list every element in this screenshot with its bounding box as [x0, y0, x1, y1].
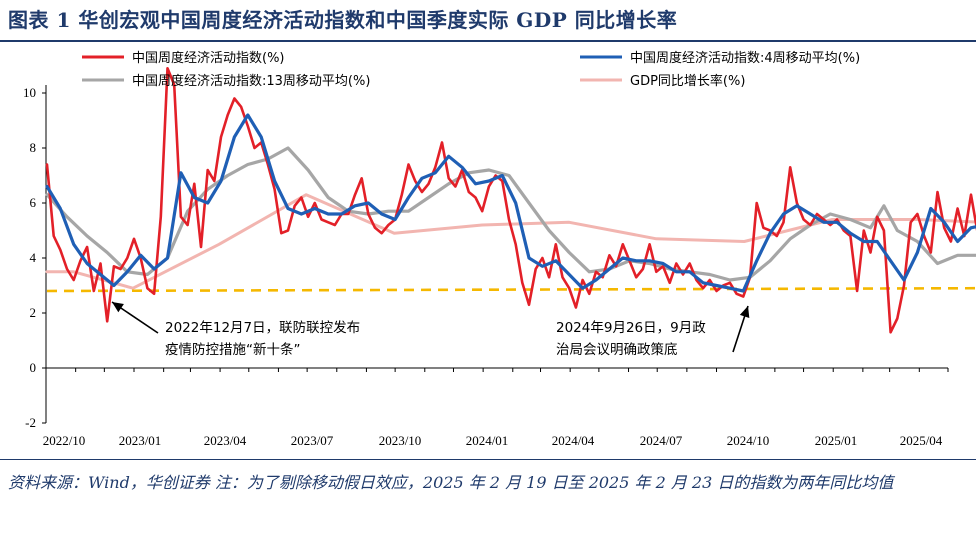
annotation-arrow-head — [112, 302, 124, 313]
x-tick-label: 2025/04 — [900, 433, 943, 448]
weekly-index-line — [45, 67, 976, 334]
legend-4wk-ma: 中国周度经济活动指数:4周移动平均(%) — [580, 50, 860, 66]
y-tick-label: 10 — [23, 85, 36, 100]
y-tick-label: 4 — [30, 250, 37, 265]
axes-group: -2 0 2 4 6 8 10 2022/10 2023/01 2023/04 2023/07 202… — [23, 85, 949, 448]
x-tick-label: 2023/10 — [379, 433, 422, 448]
legend-weekly-index: 中国周度经济活动指数(%) — [82, 50, 285, 66]
reference-dashed-line — [46, 286, 976, 293]
title-rule — [0, 40, 976, 42]
weekly-index-13wk-ma-line — [45, 146, 976, 282]
x-tick-label: 2023/01 — [119, 433, 162, 448]
y-tick-label: 0 — [30, 360, 37, 375]
y-tick-label: 2 — [30, 305, 37, 320]
y-tick-label: 6 — [30, 195, 37, 210]
annotation-text: 疫情防控措施“新十条” — [165, 341, 301, 358]
x-tick-label: 2024/04 — [552, 433, 595, 448]
legend-label: 中国周度经济活动指数:13周移动平均(%) — [132, 73, 370, 89]
series-layer — [45, 67, 976, 334]
x-tick-label: 2024/10 — [727, 433, 770, 448]
x-tick-label: 2022/10 — [43, 433, 86, 448]
gdp-yoy-line — [45, 193, 976, 290]
weekly-index-4wk-ma-line — [45, 113, 976, 293]
footer-rule — [0, 459, 976, 460]
x-tick-label: 2024/07 — [640, 433, 683, 448]
x-tick-label: 2023/04 — [204, 433, 247, 448]
x-tick-label: 2023/07 — [291, 433, 334, 448]
figure-title: 图表 1 华创宏观中国周度经济活动指数和中国季度实际 GDP 同比增长率 — [8, 8, 678, 32]
y-tick-label: -2 — [25, 415, 36, 430]
source-footnote: 资料来源：Wind，华创证券 注：为了剔除移动假日效应，2025 年 2 月 1… — [8, 473, 894, 492]
line-chart: -2 0 2 4 6 8 10 2022/10 2023/01 2023/04 2023/07 202… — [23, 50, 976, 448]
annotation-text: 2022年12月7日，联防联控发布 — [165, 320, 360, 336]
legend-13wk-ma: 中国周度经济活动指数:13周移动平均(%) — [82, 73, 370, 89]
x-tick-label: 2024/01 — [466, 433, 509, 448]
figure-title-bar: 图表 1 华创宏观中国周度经济活动指数和中国季度实际 GDP 同比增长率 — [0, 0, 976, 40]
legend-label: GDP同比增长率(%) — [630, 73, 745, 89]
annotation-arrow-head — [739, 306, 750, 319]
y-tick-label: 8 — [30, 140, 37, 155]
legend-gdp: GDP同比增长率(%) — [580, 73, 745, 89]
x-tick-label: 2025/01 — [815, 433, 858, 448]
annotation-text: 2024年9月26日，9月政 — [556, 320, 706, 336]
legend-label: 中国周度经济活动指数(%) — [132, 50, 285, 66]
annotation-text: 治局会议明确政策底 — [556, 341, 678, 358]
legend: 中国周度经济活动指数(%) 中国周度经济活动指数:4周移动平均(%) 中国周度经济活… — [82, 50, 860, 89]
legend-label: 中国周度经济活动指数:4周移动平均(%) — [630, 50, 860, 66]
